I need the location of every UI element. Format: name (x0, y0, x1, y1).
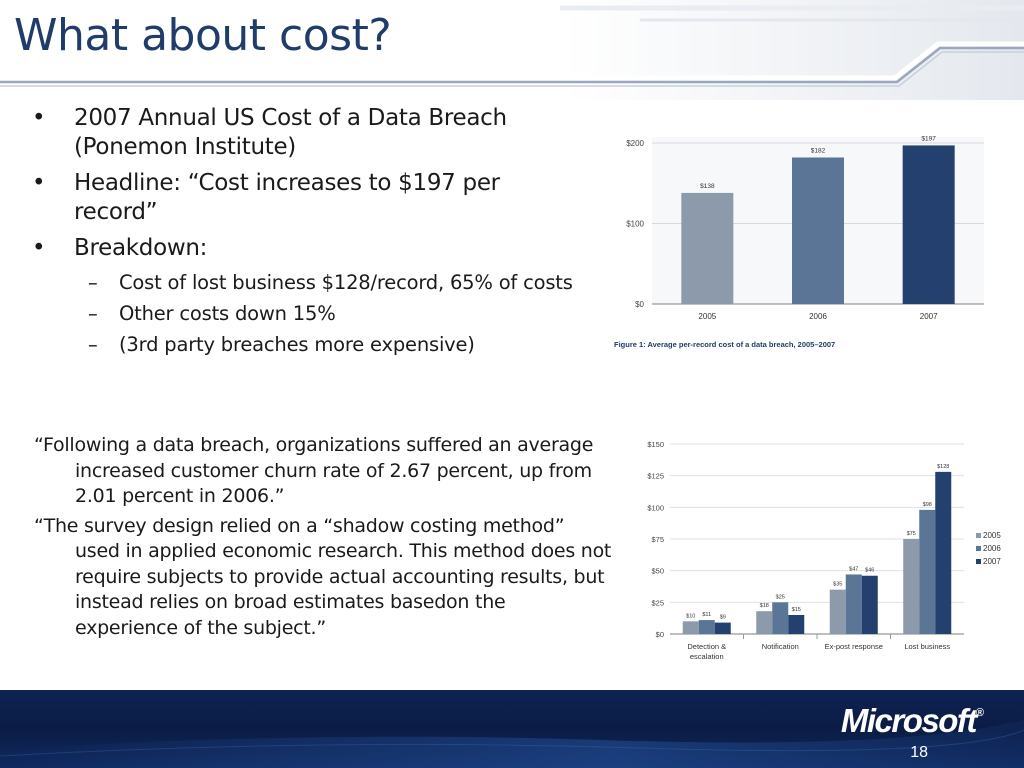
bullet-marker: – (88, 302, 98, 325)
bar-value-label: $98 (923, 502, 932, 508)
bullet-text: Other costs down 15% (119, 302, 336, 325)
bar (861, 575, 878, 634)
bar (935, 471, 952, 634)
y-tick-label: $0 (656, 630, 664, 639)
bullet-text: Breakdown: (74, 235, 208, 261)
bullet-marker: • (32, 105, 46, 131)
x-tick-label: Notification (762, 642, 799, 651)
bullet-item: – Cost of lost business $128/record, 65% … (30, 270, 590, 295)
bar (903, 539, 920, 634)
y-tick-label: $200 (626, 139, 644, 148)
bullet-item: – Other costs down 15% (30, 301, 590, 326)
bullet-list: • 2007 Annual US Cost of a Data Breach (P… (30, 104, 590, 363)
y-tick-label: $150 (647, 440, 664, 449)
bullet-marker: – (88, 333, 98, 356)
x-tick-label: 2006 (809, 312, 827, 321)
x-tick-label: 2007 (920, 312, 938, 321)
legend-swatch (976, 559, 981, 564)
chart-cost-breakdown: $0 $25 $50 $75 $100 $125 $150 $10 $11 $9 Detection… (647, 440, 1001, 661)
bullet-item: • 2007 Annual US Cost of a Data Breach (P… (30, 104, 590, 162)
quote-paragraph: “The survey design relied on a “shadow c… (34, 514, 612, 639)
bullet-item: • Breakdown: (30, 234, 590, 263)
slide-title: What about cost? (14, 10, 392, 61)
bullet-marker: • (32, 170, 46, 196)
bar-value-label: $9 (720, 615, 726, 621)
x-tick-label: Lost business (904, 642, 950, 651)
chart-per-record-cost: $0 $100 $200 $138 2005 $182 2006 $197 2007 Figure… (614, 135, 984, 349)
bullet-item: – (3rd party breaches more expensive) (30, 332, 590, 357)
legend-swatch (976, 546, 981, 551)
y-tick-label: $125 (647, 472, 664, 481)
bar (698, 620, 715, 634)
bullet-marker: – (88, 271, 98, 294)
page-number: 18 (910, 744, 928, 761)
legend-label: 2006 (983, 544, 1001, 553)
chart-caption: Figure 1: Average per-record cost of a d… (614, 340, 835, 349)
bar-value-label: $25 (776, 594, 785, 600)
bar-value-label: $138 (700, 183, 715, 190)
y-tick-label: $100 (647, 503, 664, 512)
x-tick-label: escalation (690, 652, 724, 661)
bullet-text: (3rd party breaches more expensive) (119, 333, 475, 356)
bullet-marker: • (32, 235, 46, 261)
bar-value-label: $11 (702, 612, 711, 618)
bar-value-label: $35 (833, 582, 842, 588)
bar (714, 622, 731, 634)
y-tick-label: $75 (651, 535, 664, 544)
bar-value-label: $18 (760, 603, 769, 609)
bar-value-label: $128 (937, 464, 949, 470)
bullet-text: Headline: “Cost increases to $197 per re… (74, 170, 500, 225)
microsoft-logo: Microsoft® (840, 702, 984, 739)
y-tick-label: $0 (635, 300, 644, 309)
bar-value-label: $75 (907, 531, 916, 537)
bar (792, 157, 844, 304)
bar (919, 509, 936, 634)
y-tick-label: $100 (626, 220, 644, 229)
bar-value-label: $10 (686, 613, 695, 619)
bar-value-label: $182 (811, 147, 826, 154)
header-band (0, 0, 1024, 100)
bar (681, 192, 734, 304)
bullet-text: Cost of lost business $128/record, 65% o… (119, 271, 573, 294)
bar (756, 611, 773, 634)
x-tick-label: 2005 (698, 312, 716, 321)
y-tick-label: $50 (651, 567, 664, 576)
bullet-item: • Headline: “Cost increases to $197 per r… (30, 169, 590, 227)
bar-value-label: $197 (921, 135, 936, 142)
bar-value-label: $47 (849, 566, 858, 572)
bar (902, 145, 955, 304)
bar (845, 574, 862, 634)
bar (829, 589, 846, 634)
quote-block: “Following a data breach, organizations … (34, 433, 614, 645)
bar-value-label: $46 (865, 568, 874, 574)
x-tick-label: Ex-post response (825, 642, 883, 651)
bar (772, 602, 789, 634)
bar-value-label: $15 (792, 607, 801, 613)
x-tick-label: Detection & (687, 642, 726, 651)
y-tick-label: $25 (651, 598, 664, 607)
legend-label: 2005 (983, 531, 1001, 540)
quote-paragraph: “Following a data breach, organizations … (34, 434, 594, 507)
legend-label: 2007 (983, 557, 1001, 566)
bullet-text: 2007 Annual US Cost of a Data Breach (Po… (74, 105, 507, 160)
bar (682, 621, 699, 634)
bar (788, 615, 805, 634)
footer-band (0, 690, 1024, 768)
legend-swatch (976, 533, 981, 538)
